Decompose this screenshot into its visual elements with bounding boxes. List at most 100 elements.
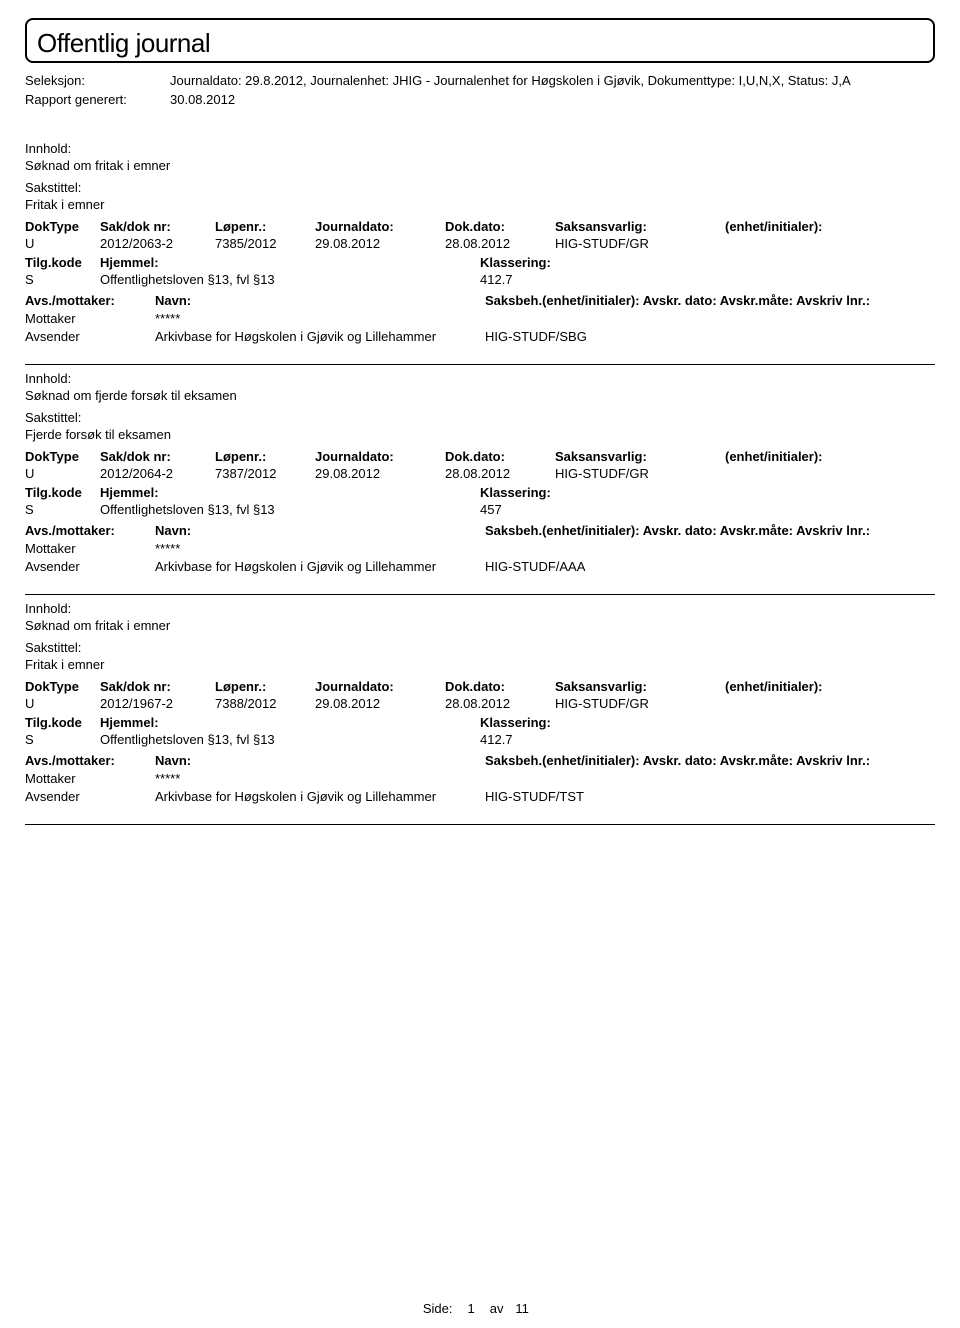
saksbeh-label: Saksbeh.(enhet/initialer): Avskr. dato: … [485,293,935,308]
lopenr-label: Løpenr.: [215,679,315,694]
navn-label: Navn: [155,523,485,538]
klassering-label: Klassering: [480,715,935,730]
ddato-label: Dok.dato: [445,679,555,694]
page: Offentlig journal Seleksjon: Journaldato… [0,0,960,1328]
doktype-label: DokType [25,219,100,234]
innhold-label: Innhold: [25,371,935,386]
jdato-label: Journaldato: [315,679,445,694]
avs-block: Avs./mottaker: Navn: Saksbeh.(enhet/init… [25,523,935,574]
doktype-value: U [25,466,100,481]
tilg-right: Klassering: 412.7 [480,715,935,747]
sakstittel-value: Fritak i emner [25,655,935,676]
innhold-block: Innhold: Søknad om fritak i emner [25,601,935,637]
entry-separator [25,824,935,825]
sakstittel-block: Sakstittel: Fjerde forsøk til eksamen [25,410,935,446]
tilg-values: S Offentlighetsloven §13, fvl §13 [25,502,480,517]
avsender-row: Avsender Arkivbase for Høgskolen i Gjøvi… [25,329,935,344]
enhetinit-label: (enhet/initialer): [725,449,935,464]
saksbeh-label: Saksbeh.(enhet/initialer): Avskr. dato: … [485,523,935,538]
journal-entry: Innhold: Søknad om fritak i emner Saksti… [25,595,935,814]
ddato-label: Dok.dato: [445,219,555,234]
avsender-name: Arkivbase for Høgskolen i Gjøvik og Lill… [155,329,485,344]
header-info: Seleksjon: Journaldato: 29.8.2012, Journ… [25,73,935,107]
meta-labels: DokType Sak/dok nr: Løpenr.: Journaldato… [25,449,935,464]
avsender-role: Avsender [25,789,155,804]
tilg-block: Tilg.kode Hjemmel: S Offentlighetsloven … [25,485,935,517]
tilg-block: Tilg.kode Hjemmel: S Offentlighetsloven … [25,715,935,747]
hjemmel-value: Offentlighetsloven §13, fvl §13 [100,502,275,517]
innhold-value: Søknad om fritak i emner [25,156,935,177]
avsender-row: Avsender Arkivbase for Høgskolen i Gjøvi… [25,559,935,574]
sakdok-value: 2012/2063-2 [100,236,215,251]
tilgkode-value: S [25,502,100,517]
tilg-left: Tilg.kode Hjemmel: S Offentlighetsloven … [25,485,480,517]
avsender-unit: HIG-STUDF/TST [485,789,935,804]
tilg-values: S Offentlighetsloven §13, fvl §13 [25,732,480,747]
innhold-label: Innhold: [25,141,935,156]
mottaker-role: Mottaker [25,541,155,556]
mottaker-name: ***** [155,311,935,326]
ddato-value: 28.08.2012 [445,466,555,481]
rapport-value: 30.08.2012 [170,92,935,107]
lopenr-value: 7385/2012 [215,236,315,251]
jdato-value: 29.08.2012 [315,236,445,251]
avs-head: Avs./mottaker: Navn: Saksbeh.(enhet/init… [25,293,935,308]
footer: Side: 1 av 11 [0,1301,960,1316]
jdato-value: 29.08.2012 [315,466,445,481]
rapport-label: Rapport generert: [25,92,170,107]
tilg-labels: Tilg.kode Hjemmel: [25,485,480,500]
saksbeh-label: Saksbeh.(enhet/initialer): Avskr. dato: … [485,753,935,768]
avsender-unit: HIG-STUDF/SBG [485,329,935,344]
journal-entry: Innhold: Søknad om fritak i emner Saksti… [25,135,935,354]
saksansvarlig-value: HIG-STUDF/GR [555,236,725,251]
tilgkode-label: Tilg.kode [25,255,100,270]
klassering-value: 412.7 [480,732,935,747]
enhetinit-label: (enhet/initialer): [725,679,935,694]
meta-labels: DokType Sak/dok nr: Løpenr.: Journaldato… [25,679,935,694]
jdato-label: Journaldato: [315,449,445,464]
lopenr-value: 7388/2012 [215,696,315,711]
avsender-name: Arkivbase for Høgskolen i Gjøvik og Lill… [155,789,485,804]
enhetinit-value [725,466,935,481]
doktype-value: U [25,696,100,711]
avs-head: Avs./mottaker: Navn: Saksbeh.(enhet/init… [25,753,935,768]
klassering-value: 457 [480,502,935,517]
sakdok-value: 2012/1967-2 [100,696,215,711]
hjemmel-label: Hjemmel: [100,715,159,730]
tilgkode-value: S [25,732,100,747]
rapport-row: Rapport generert: 30.08.2012 [25,92,935,107]
mottaker-row: Mottaker ***** [25,541,935,556]
meta-values: U 2012/2064-2 7387/2012 29.08.2012 28.08… [25,466,935,481]
hjemmel-value: Offentlighetsloven §13, fvl §13 [100,272,275,287]
avsmottaker-label: Avs./mottaker: [25,293,155,308]
enhetinit-label: (enhet/initialer): [725,219,935,234]
klassering-label: Klassering: [480,255,935,270]
tilg-block: Tilg.kode Hjemmel: S Offentlighetsloven … [25,255,935,287]
lopenr-label: Løpenr.: [215,449,315,464]
mottaker-name: ***** [155,771,935,786]
tilg-left: Tilg.kode Hjemmel: S Offentlighetsloven … [25,715,480,747]
lopenr-value: 7387/2012 [215,466,315,481]
avs-head: Avs./mottaker: Navn: Saksbeh.(enhet/init… [25,523,935,538]
title-box: Offentlig journal [25,18,935,63]
saksansvarlig-label: Saksansvarlig: [555,219,725,234]
tilg-values: S Offentlighetsloven §13, fvl §13 [25,272,480,287]
avsender-row: Avsender Arkivbase for Høgskolen i Gjøvi… [25,789,935,804]
tilg-right: Klassering: 457 [480,485,935,517]
hjemmel-value: Offentlighetsloven §13, fvl §13 [100,732,275,747]
innhold-value: Søknad om fritak i emner [25,616,935,637]
doktype-label: DokType [25,449,100,464]
sakdok-label: Sak/dok nr: [100,219,215,234]
lopenr-label: Løpenr.: [215,219,315,234]
page-total: 11 [507,1301,537,1316]
page-number: 1 [456,1301,486,1316]
klassering-value: 412.7 [480,272,935,287]
avsender-name: Arkivbase for Høgskolen i Gjøvik og Lill… [155,559,485,574]
mottaker-row: Mottaker ***** [25,771,935,786]
sakstittel-value: Fritak i emner [25,195,935,216]
seleksjon-label: Seleksjon: [25,73,170,88]
innhold-value: Søknad om fjerde forsøk til eksamen [25,386,935,407]
sakstittel-label: Sakstittel: [25,410,935,425]
sakstittel-label: Sakstittel: [25,180,935,195]
hjemmel-label: Hjemmel: [100,485,159,500]
